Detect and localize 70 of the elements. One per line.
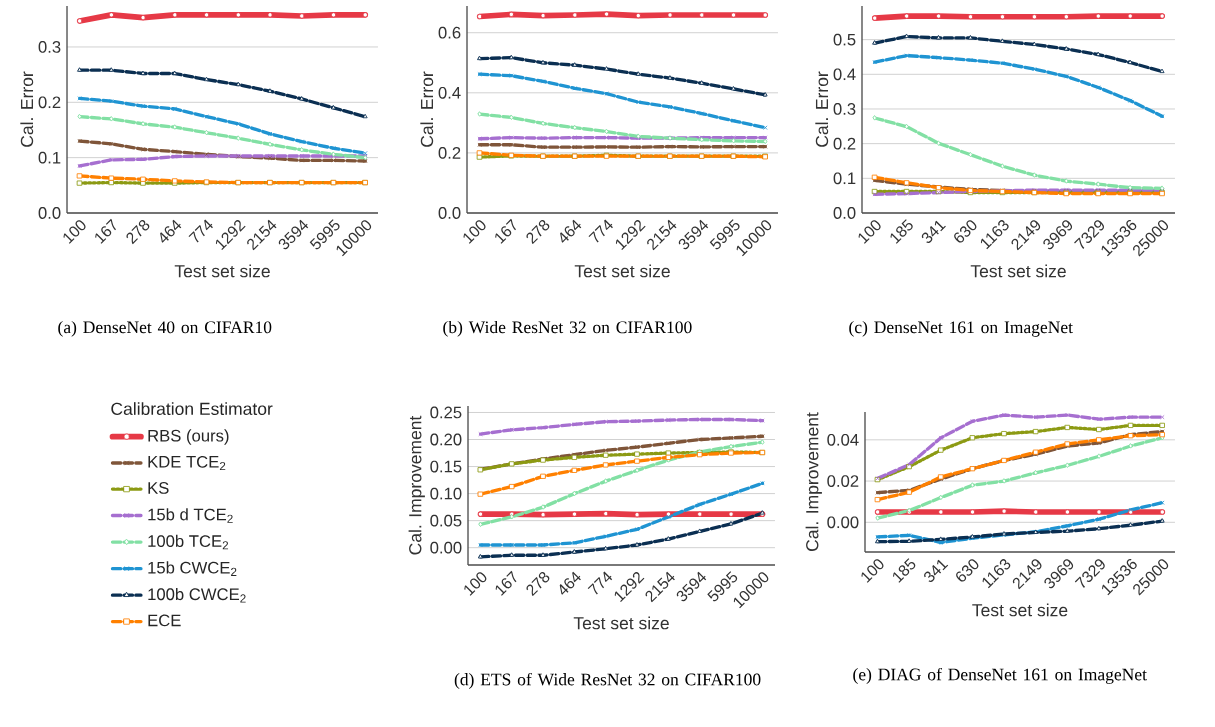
y-tick-label: 0.25	[430, 406, 462, 419]
x-tick-label: 630	[956, 559, 979, 582]
x-tick-label: 464	[559, 571, 581, 595]
y-tick-label: 0.6	[438, 26, 461, 39]
text: (d) ETS of Wide ResNet 32 on CIFAR100	[454, 672, 761, 689]
y-tick-label: 0.0	[38, 207, 61, 219]
y-tick-label: 0.2	[833, 137, 856, 150]
x-axis-title: Test set size	[972, 603, 1068, 617]
x-tick-label: 774	[188, 219, 213, 243]
x-tick-label: 100	[464, 572, 487, 596]
x-tick-label: 100	[858, 220, 881, 244]
x-tick-label: 278	[526, 572, 550, 597]
y-tick-label: 0.0	[833, 207, 856, 219]
y-tick-label: 0.15	[430, 460, 462, 473]
x-tick-label: 464	[160, 219, 182, 243]
x-tick-label: 100	[463, 220, 486, 244]
y-axis-title: Cal. Error	[420, 71, 434, 147]
text: (e) DIAG of DenseNet 161 on ImageNet	[853, 667, 1147, 684]
y-tick-label: 0.00	[827, 516, 859, 529]
y-tick-label: 0.2	[438, 147, 461, 159]
y-tick-label: 0.4	[833, 68, 856, 81]
x-axis-title: Test set size	[573, 616, 669, 630]
text: (c) DenseNet 161 on ImageNet	[849, 320, 1073, 337]
x-tick-label: 185	[890, 219, 913, 244]
legend-label: 15b d TCE$_{2}$	[148, 508, 233, 523]
y-tick-label: 0.00	[430, 541, 462, 554]
text: (a) DenseNet 40 on CIFAR10	[58, 320, 272, 337]
legend-label: KS	[148, 482, 169, 494]
x-axis-title: Test set size	[970, 264, 1066, 278]
y-tick-label: 0.3	[38, 41, 61, 53]
y-tick-label: 0.04	[827, 433, 859, 446]
x-tick-label: 341	[921, 220, 946, 244]
legend-label: 100b TCE$_{2}$	[148, 534, 229, 550]
y-axis-title: Cal. Improvement	[408, 415, 425, 555]
x-axis-title: Test set size	[174, 264, 270, 278]
y-tick-label: 0.1	[38, 151, 61, 164]
legend-label: 15b CWCE$_{2}$	[148, 561, 237, 576]
x-tick-label: 167	[495, 218, 517, 244]
x-tick-label: 341	[924, 559, 949, 583]
x-tick-label: 167	[95, 218, 117, 244]
y-tick-label: 0.3	[833, 103, 856, 115]
text: (b) Wide ResNet 32 on CIFAR100	[443, 320, 692, 337]
x-tick-label: 774	[587, 571, 613, 595]
y-tick-label: 0.02	[827, 475, 859, 487]
legend-title: Calibration Estimator	[111, 402, 273, 416]
legend-label: 100b CWCE$_{2}$	[148, 587, 246, 603]
x-tick-label: 100	[63, 220, 86, 244]
y-tick-label: 0.10	[430, 487, 462, 500]
y-tick-label: 0.1	[833, 172, 856, 185]
x-axis-title: Test set size	[574, 264, 670, 278]
y-axis-title: Cal. Error	[20, 71, 34, 147]
y-axis-title: Cal. Improvement	[805, 412, 822, 551]
y-tick-label: 0.4	[438, 86, 461, 99]
legend-label: KDE TCE$_{2}$	[148, 455, 226, 471]
x-tick-label: 100	[861, 559, 884, 583]
y-tick-label: 0.20	[430, 433, 462, 446]
x-tick-label: 774	[588, 219, 613, 243]
y-tick-label: 0.5	[833, 33, 856, 46]
y-tick-label: 0.05	[430, 514, 462, 527]
legend-label: RBS (ours)	[148, 429, 229, 445]
x-tick-label: 167	[495, 570, 517, 596]
x-tick-label: 464	[560, 219, 582, 243]
x-tick-label: 185	[893, 558, 916, 583]
legend-label: ECE	[148, 614, 181, 627]
x-tick-label: 278	[126, 220, 150, 245]
y-axis-title: Cal. Error	[815, 71, 829, 147]
x-tick-label: 630	[954, 220, 977, 243]
y-tick-label: 0.0	[438, 207, 461, 219]
y-tick-label: 0.2	[38, 96, 61, 109]
x-tick-label: 278	[526, 220, 550, 245]
